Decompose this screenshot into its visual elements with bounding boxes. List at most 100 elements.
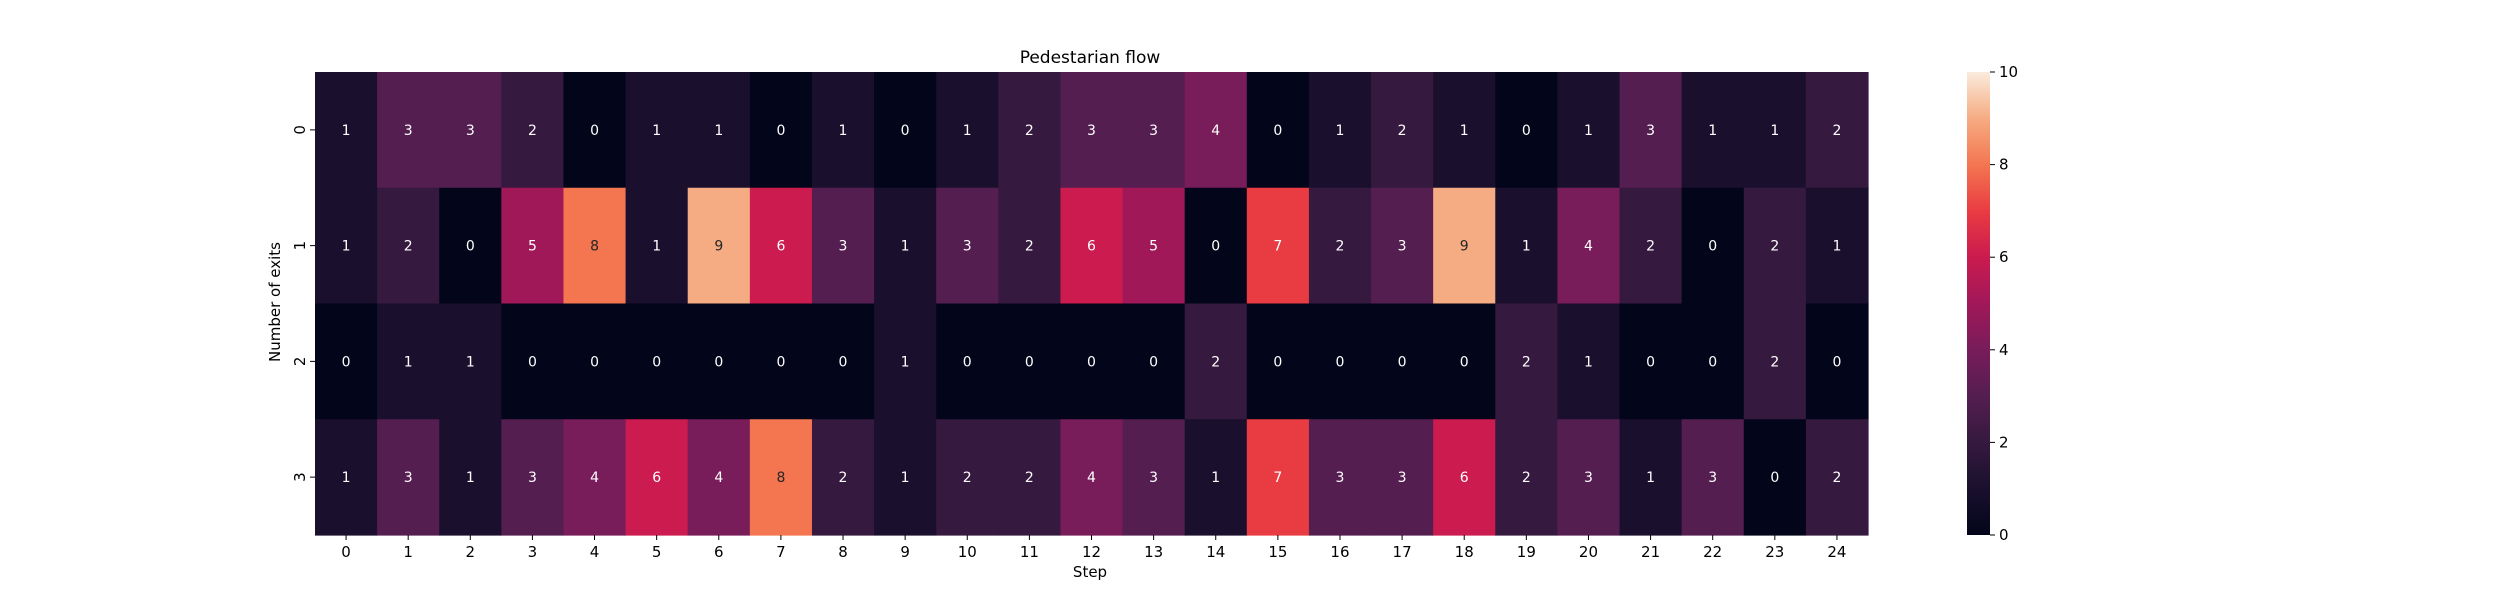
- colorbar-gradient: [1967, 72, 1990, 535]
- heatmap-cell: [749, 303, 813, 420]
- x-tick-label: 12: [1082, 543, 1101, 561]
- heatmap-cell: [1557, 419, 1621, 536]
- heatmap-cell: [687, 303, 751, 420]
- heatmap-cell: [1184, 303, 1248, 420]
- heatmap-cell: [998, 187, 1062, 305]
- heatmap-cell: [625, 72, 689, 189]
- x-tick-label: 22: [1703, 543, 1722, 561]
- x-axis: 0 1 2 3 4 5 6 7 8 9 10 11 12 13 14 15 16 17 18 19 20 21 22 23 24: [341, 535, 1846, 561]
- cell-value-label: 0: [528, 354, 537, 370]
- heatmap-cell: [687, 187, 751, 305]
- heatmap-cell: [563, 72, 627, 189]
- cell-value-label: 1: [901, 470, 910, 486]
- heatmap-cell: [1060, 419, 1124, 536]
- cell-value-label: 3: [1398, 239, 1407, 255]
- x-tick-label: 4: [590, 543, 600, 561]
- cell-value-label: 9: [1460, 239, 1469, 255]
- cell-value-label: 2: [1522, 470, 1531, 486]
- heatmap-cell: [1743, 419, 1807, 536]
- heatmap-cell: [874, 419, 937, 536]
- heatmap-cell: [315, 419, 378, 536]
- heatmap-cell: [315, 72, 378, 189]
- cell-value-label: 1: [466, 470, 475, 486]
- cell-value-label: 2: [839, 470, 848, 486]
- heatmap-cell: [377, 419, 440, 536]
- heatmap-cell: [1495, 419, 1558, 536]
- cell-value-label: 2: [1211, 354, 1220, 370]
- heatmap-cell: [1371, 419, 1434, 536]
- cell-value-label: 0: [839, 354, 848, 370]
- cell-value-label: 2: [1832, 470, 1841, 486]
- heatmap-cell: [1681, 303, 1745, 420]
- heatmap-cell: [874, 72, 937, 189]
- cell-value-label: 4: [590, 470, 599, 486]
- cell-value-label: 0: [901, 123, 910, 139]
- cell-value-label: 2: [1770, 354, 1779, 370]
- heatmap-cell: [1433, 303, 1496, 420]
- y-tick-label: 3: [291, 472, 309, 482]
- heatmap-cell: [1805, 187, 1869, 305]
- cell-value-label: 2: [1336, 239, 1345, 255]
- x-tick-label: 8: [838, 543, 848, 561]
- heatmap-cell: [625, 303, 689, 420]
- cell-value-label: 1: [342, 123, 351, 139]
- colorbar-tick-label: 10: [1999, 63, 2018, 81]
- heatmap-cell: [1495, 303, 1558, 420]
- heatmap-cell: [1308, 187, 1372, 305]
- cell-value-label: 0: [1087, 354, 1096, 370]
- x-tick-label: 19: [1517, 543, 1536, 561]
- cell-value-label: 0: [1522, 123, 1531, 139]
- heatmap-cell: [315, 303, 378, 420]
- heatmap-cell: [1743, 72, 1807, 189]
- cell-value-label: 2: [1398, 123, 1407, 139]
- cell-value-label: 9: [714, 239, 723, 255]
- cell-value-label: 2: [528, 123, 537, 139]
- heatmap-cell: [1246, 303, 1310, 420]
- colorbar-tick-label: 8: [1999, 156, 2009, 174]
- x-tick-label: 14: [1206, 543, 1225, 561]
- cell-value-label: 0: [776, 354, 785, 370]
- heatmap-cell: [1805, 303, 1869, 420]
- cell-value-label: 4: [1211, 123, 1220, 139]
- heatmap-cell: [1184, 187, 1248, 305]
- cell-value-label: 3: [1087, 123, 1096, 139]
- heatmap-cell: [1681, 72, 1745, 189]
- x-tick-label: 5: [652, 543, 662, 561]
- heatmap-cell: [1122, 303, 1186, 420]
- cell-value-label: 6: [776, 239, 785, 255]
- heatmap-cell: [501, 72, 565, 189]
- cell-value-label: 7: [1273, 470, 1282, 486]
- heatmap-cell: [625, 187, 689, 305]
- heatmap-cell: [1060, 187, 1124, 305]
- heatmap-cell: [874, 303, 937, 420]
- cell-value-label: 1: [1584, 123, 1593, 139]
- chart-title: Pedestarian flow: [1020, 48, 1161, 68]
- heatmap-cell: [1805, 419, 1869, 536]
- cell-value-label: 2: [1832, 123, 1841, 139]
- cell-value-label: 2: [1025, 239, 1034, 255]
- heatmap-cell: [811, 72, 875, 189]
- cell-value-label: 2: [1770, 239, 1779, 255]
- heatmap-cell: [377, 303, 440, 420]
- heatmap-cell: [501, 303, 565, 420]
- heatmap-cell: [687, 72, 751, 189]
- cell-value-label: 1: [1522, 239, 1531, 255]
- heatmap-cell: [1495, 187, 1558, 305]
- heatmap-cell: [1184, 72, 1248, 189]
- heatmap-cell: [1681, 187, 1745, 305]
- cell-value-label: 0: [652, 354, 661, 370]
- cell-value-label: 8: [776, 470, 785, 486]
- cell-value-label: 1: [466, 354, 475, 370]
- heatmap-cell: [749, 72, 813, 189]
- cell-value-label: 0: [1832, 354, 1841, 370]
- heatmap-cell: [1308, 303, 1372, 420]
- cell-value-label: 1: [1336, 123, 1345, 139]
- colorbar-tick-label: 6: [1999, 248, 2009, 266]
- cell-value-label: 1: [652, 123, 661, 139]
- cell-value-label: 0: [1398, 354, 1407, 370]
- cell-value-label: 1: [1708, 123, 1717, 139]
- cell-value-label: 0: [1211, 239, 1220, 255]
- heatmap-cell: [749, 419, 813, 536]
- x-tick-label: 6: [714, 543, 724, 561]
